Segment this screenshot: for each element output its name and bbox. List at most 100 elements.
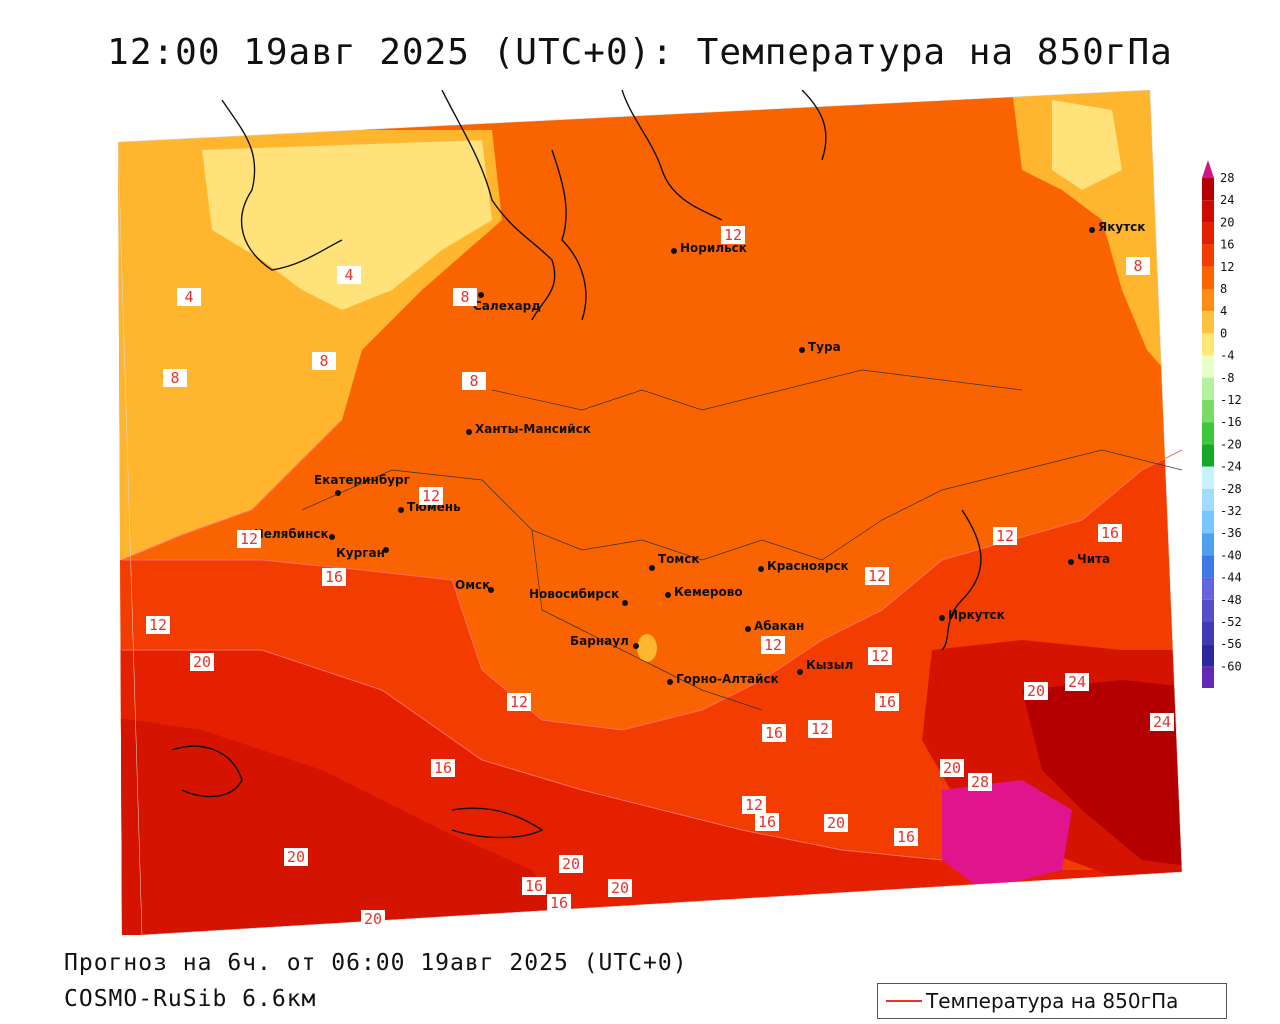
isotherm-label: 16 bbox=[875, 693, 899, 711]
city-marker bbox=[622, 600, 628, 606]
isotherm-label: 20 bbox=[361, 910, 385, 928]
city-marker bbox=[383, 547, 389, 553]
isotherm-label: 16 bbox=[894, 828, 918, 846]
city-label: Барнаул bbox=[570, 634, 629, 648]
isotherm-label: 12 bbox=[419, 487, 443, 505]
city-label: Чита bbox=[1077, 552, 1111, 566]
isotherm-label: 12 bbox=[237, 530, 261, 548]
city-marker bbox=[398, 507, 404, 513]
scale-tick-label: -36 bbox=[1220, 526, 1242, 540]
city-marker bbox=[671, 248, 677, 254]
city-label: Екатеринбург bbox=[314, 473, 410, 487]
scale-tick-label: 0 bbox=[1220, 326, 1227, 340]
isotherm-label: 12 bbox=[146, 616, 170, 634]
city-label: Тура bbox=[808, 340, 841, 354]
city-marker bbox=[329, 534, 335, 540]
scale-swatch bbox=[1202, 577, 1214, 600]
scale-swatch bbox=[1202, 622, 1214, 645]
city-label: Красноярск bbox=[767, 559, 849, 573]
legend-label: Температура на 850гПа bbox=[926, 989, 1179, 1013]
scale-swatch bbox=[1202, 422, 1214, 445]
scale-swatch bbox=[1202, 644, 1214, 667]
scale-tick-label: -44 bbox=[1220, 571, 1242, 585]
scale-swatch bbox=[1202, 178, 1214, 201]
city-marker bbox=[799, 347, 805, 353]
city-label: Омск bbox=[455, 578, 491, 592]
scale-tick-label: -16 bbox=[1220, 415, 1242, 429]
scale-tick-label: 24 bbox=[1220, 193, 1234, 207]
map-title: 12:00 19авг 2025 (UTC+0): Температура на… bbox=[107, 32, 1173, 73]
city-label: Абакан bbox=[754, 619, 805, 633]
isotherm-label: 20 bbox=[824, 814, 848, 832]
scale-tick-label: 28 bbox=[1220, 171, 1234, 185]
isotherm-label: 4 bbox=[337, 266, 361, 284]
isotherm-label: 20 bbox=[1024, 682, 1048, 700]
city-marker bbox=[335, 490, 341, 496]
scale-swatch bbox=[1202, 488, 1214, 511]
scale-tick-label: -20 bbox=[1220, 437, 1242, 451]
scale-swatch bbox=[1202, 511, 1214, 534]
color-scale: 28 24 20 16 12 8 4 0 -4 -8 -12 -16 -20 -24 -28 -32 -36 -4… bbox=[1198, 158, 1280, 707]
scale-tick-label: 20 bbox=[1220, 215, 1234, 229]
city-label: Курган bbox=[336, 546, 385, 560]
legend-line-swatch bbox=[886, 1000, 922, 1002]
isotherm-label: 12 bbox=[721, 226, 745, 244]
city-label: Ханты-Мансийск bbox=[475, 422, 591, 436]
isotherm-label: 4 bbox=[177, 288, 201, 306]
city-label: Новосибирск bbox=[529, 587, 620, 601]
scale-swatch bbox=[1202, 244, 1214, 267]
scale-swatch bbox=[1202, 289, 1214, 312]
isotherm-label: 8 bbox=[462, 372, 486, 390]
city-marker bbox=[478, 292, 484, 298]
city-marker bbox=[466, 429, 472, 435]
isotherm-label: 28 bbox=[968, 773, 992, 791]
city-marker bbox=[665, 592, 671, 598]
scale-tick-label: -52 bbox=[1220, 615, 1242, 629]
scale-tick-label: 16 bbox=[1220, 238, 1234, 252]
model-name: COSMO-RuSib 6.6км bbox=[64, 986, 317, 1012]
scale-tick-label: -48 bbox=[1220, 593, 1242, 607]
line-legend: Температура на 850гПа bbox=[877, 983, 1227, 1019]
isotherm-label: 20 bbox=[608, 879, 632, 897]
city-marker bbox=[667, 679, 673, 685]
isotherm-label: 20 bbox=[284, 848, 308, 866]
scale-swatch bbox=[1202, 555, 1214, 578]
scale-swatch bbox=[1202, 599, 1214, 622]
city-marker bbox=[488, 587, 494, 593]
scale-tick-label: 8 bbox=[1220, 282, 1227, 296]
city-label: Челябинск bbox=[254, 527, 329, 541]
scale-tick-label: -56 bbox=[1220, 637, 1242, 651]
isotherm-label: 8 bbox=[453, 288, 477, 306]
city-label: Горно-Алтайск bbox=[676, 672, 779, 686]
scale-tick-label: -12 bbox=[1220, 393, 1242, 407]
city-marker bbox=[797, 669, 803, 675]
forecast-info: Прогноз на 6ч. от 06:00 19авг 2025 (UTC+… bbox=[64, 950, 688, 976]
isotherm-label: 12 bbox=[761, 636, 785, 654]
scale-top-arrow bbox=[1202, 160, 1214, 178]
city-label: Салехард bbox=[473, 299, 541, 313]
scale-tick-label: -32 bbox=[1220, 504, 1242, 518]
isotherm-label: 16 bbox=[1098, 524, 1122, 542]
scale-swatch bbox=[1202, 444, 1214, 467]
city-marker bbox=[745, 626, 751, 632]
scale-swatch bbox=[1202, 377, 1214, 400]
isotherm-label: 20 bbox=[940, 759, 964, 777]
city-label: Якутск bbox=[1098, 220, 1146, 234]
city-marker bbox=[649, 565, 655, 571]
isotherm-label: 8 bbox=[1126, 257, 1150, 275]
scale-swatch bbox=[1202, 355, 1214, 378]
isotherm-label: 12 bbox=[868, 647, 892, 665]
scale-tick-label: -60 bbox=[1220, 659, 1242, 673]
city-marker bbox=[758, 566, 764, 572]
scale-tick-label: 12 bbox=[1220, 260, 1234, 274]
city-marker bbox=[939, 615, 945, 621]
scale-swatch bbox=[1202, 311, 1214, 334]
scale-swatch bbox=[1202, 400, 1214, 423]
scale-swatch bbox=[1202, 333, 1214, 356]
city-label: Иркутск bbox=[948, 608, 1005, 622]
isotherm-label: 16 bbox=[522, 877, 546, 895]
isotherm-label: 16 bbox=[762, 724, 786, 742]
temperature-map bbox=[62, 90, 1218, 935]
isotherm-label: 20 bbox=[559, 855, 583, 873]
isotherm-label: 16 bbox=[322, 568, 346, 586]
